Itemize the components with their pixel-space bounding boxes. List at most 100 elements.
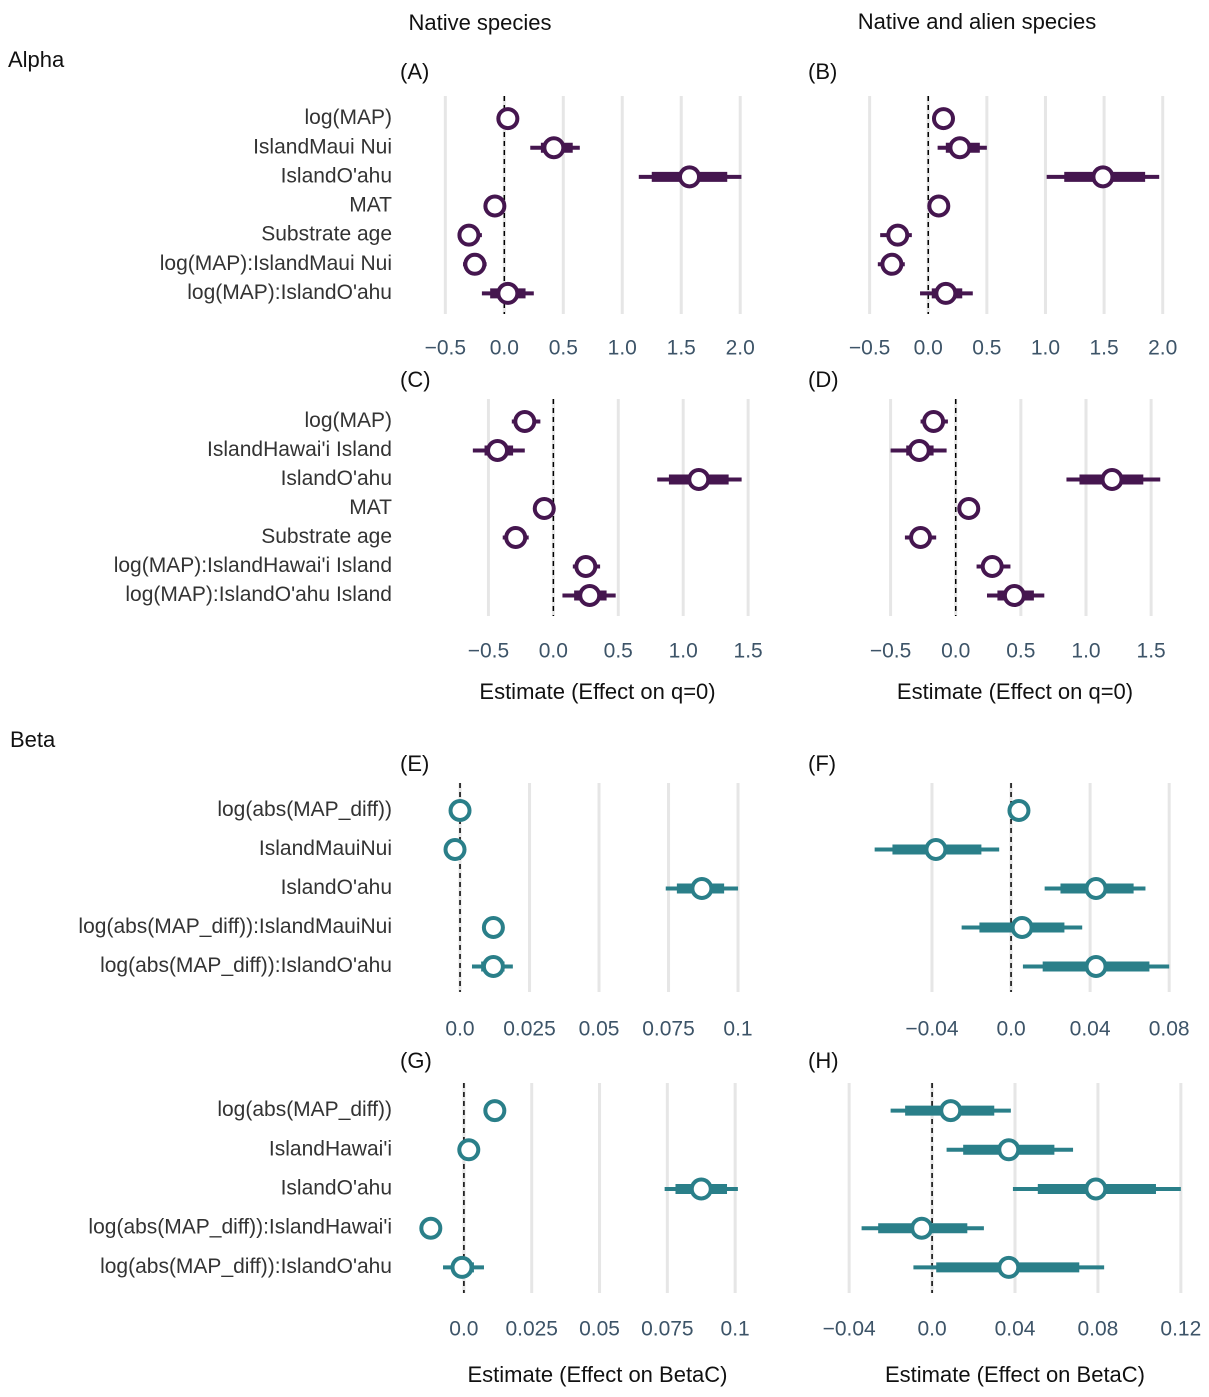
point-estimate (924, 838, 948, 861)
x-tick-label: 2.0 (726, 337, 755, 360)
category-label: log(abs(MAP_diff)):IslandHawai'i (88, 1216, 392, 1239)
x-tick-label: −0.5 (849, 337, 890, 360)
point-estimate (578, 584, 602, 607)
x-tick-label: −0.5 (425, 337, 466, 360)
panel-title: (C) (400, 367, 431, 392)
x-tick-label: 0.0 (490, 337, 519, 360)
point-estimate (450, 1255, 474, 1279)
x-tick-label: 0.0 (449, 1318, 478, 1341)
panel-title: (E) (400, 751, 429, 776)
category-label: log(MAP):IslandHawai'i Island (114, 554, 392, 577)
category-label: log(MAP):IslandO'ahu Island (125, 583, 392, 606)
point-estimate (934, 281, 958, 305)
x-tick-label: 1.5 (734, 640, 763, 663)
panel-title: (B) (808, 59, 837, 84)
x-tick-label: 1.0 (1031, 337, 1060, 360)
category-label: IslandHawai'i (269, 1137, 392, 1160)
point-estimate (481, 955, 505, 978)
point-estimate (931, 107, 955, 131)
x-tick-label: 0.1 (721, 1318, 750, 1341)
point-estimate (481, 916, 505, 939)
point-estimate (542, 136, 566, 160)
x-tick-label: 0.5 (604, 640, 633, 663)
category-label: log(abs(MAP_diff)):IslandO'ahu (100, 1255, 392, 1278)
x-tick-label: 0.5 (1006, 640, 1035, 663)
point-estimate (927, 194, 951, 218)
x-tick-label: 1.5 (1137, 640, 1166, 663)
x-axis-label: Estimate (Effect on BetaC) (885, 1362, 1145, 1387)
x-tick-label: 0.025 (503, 1018, 556, 1041)
point-estimate (419, 1216, 443, 1240)
category-label: log(MAP):IslandMaui Nui (160, 252, 392, 275)
x-tick-label: 1.5 (1090, 337, 1119, 360)
x-axis-label: Estimate (Effect on BetaC) (467, 1362, 727, 1387)
x-tick-label: −0.5 (468, 640, 509, 663)
category-label: IslandO'ahu (281, 164, 392, 187)
category-label: IslandMauiNui (259, 837, 392, 860)
x-tick-label: 1.0 (608, 337, 637, 360)
category-label: log(abs(MAP_diff)):IslandMauiNui (78, 915, 392, 938)
point-estimate (1010, 916, 1034, 939)
category-label: IslandO'ahu (281, 467, 392, 490)
category-label: log(MAP):IslandO'ahu (187, 281, 392, 304)
x-tick-label: 0.0 (917, 1318, 946, 1341)
point-estimate (997, 1138, 1021, 1162)
x-tick-label: 0.5 (972, 337, 1001, 360)
point-estimate (504, 526, 528, 549)
point-estimate (1100, 468, 1124, 491)
panel-title: (G) (400, 1048, 432, 1073)
point-estimate (574, 555, 598, 578)
category-label: log(abs(MAP_diff)) (217, 1098, 392, 1121)
point-estimate (448, 799, 472, 822)
panel-title: (H) (808, 1048, 839, 1073)
point-estimate (443, 838, 467, 861)
column-title: Native species (408, 10, 551, 35)
x-tick-label: −0.5 (870, 640, 911, 663)
point-estimate (948, 136, 972, 160)
point-estimate (457, 1138, 481, 1162)
point-estimate (690, 877, 714, 900)
point-estimate (939, 1099, 963, 1123)
point-estimate (496, 107, 520, 131)
category-label: MAT (349, 496, 392, 519)
x-tick-label: 0.04 (995, 1318, 1036, 1341)
x-tick-label: 0.08 (1077, 1318, 1118, 1341)
point-estimate (689, 1177, 713, 1201)
x-tick-label: 0.05 (579, 1018, 620, 1041)
point-estimate (513, 410, 537, 433)
x-tick-label: 0.0 (996, 1018, 1025, 1041)
point-estimate (997, 1255, 1021, 1279)
point-estimate (922, 410, 946, 433)
x-tick-label: 0.075 (641, 1318, 694, 1341)
x-tick-label: 2.0 (1148, 337, 1177, 360)
category-label: IslandO'ahu (281, 876, 392, 899)
x-axis-label: Estimate (Effect on q=0) (479, 679, 715, 704)
point-estimate (463, 252, 487, 276)
point-estimate (678, 165, 702, 189)
row-title: Alpha (8, 47, 65, 72)
point-estimate (1084, 955, 1108, 978)
x-tick-label: 0.0 (445, 1018, 474, 1041)
x-tick-label: 0.08 (1149, 1018, 1190, 1041)
point-estimate (886, 223, 910, 247)
point-estimate (483, 1099, 507, 1123)
x-tick-label: 0.05 (579, 1318, 620, 1341)
x-tick-label: 0.12 (1160, 1318, 1201, 1341)
category-label: log(abs(MAP_diff)):IslandO'ahu (100, 954, 392, 977)
x-tick-label: 0.025 (505, 1318, 558, 1341)
x-tick-label: 0.5 (549, 337, 578, 360)
point-estimate (457, 223, 481, 247)
point-estimate (496, 281, 520, 305)
point-estimate (1007, 799, 1031, 822)
panel-title: (F) (808, 751, 836, 776)
x-tick-label: −0.04 (905, 1018, 958, 1041)
x-tick-label: 0.1 (723, 1018, 752, 1041)
category-label: log(abs(MAP_diff)) (217, 798, 392, 821)
x-tick-label: 1.0 (1071, 640, 1100, 663)
row-title: Beta (10, 727, 56, 752)
category-label: IslandHawai'i Island (207, 438, 392, 461)
category-label: MAT (349, 194, 392, 217)
column-title: Native and alien species (858, 9, 1096, 34)
panel-title: (A) (400, 59, 429, 84)
point-estimate (1002, 584, 1026, 607)
